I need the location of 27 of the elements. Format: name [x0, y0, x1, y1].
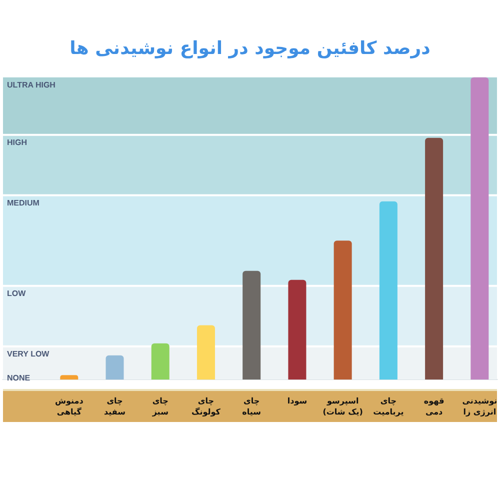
- band-label: VERY LOW: [7, 350, 50, 359]
- x-tick-label: دمنوش گیاهی: [54, 396, 84, 416]
- band-label: LOW: [7, 289, 26, 298]
- x-tick-label: چای کولونگ: [192, 396, 221, 416]
- band-label: ULTRA HIGH: [7, 80, 56, 90]
- bar: [334, 240, 352, 380]
- x-tick-label: چای یربامیت: [373, 396, 404, 416]
- x-tick-label: قهوه دمی: [424, 396, 444, 416]
- x-tick-label: چای سبز: [151, 396, 169, 416]
- chart-title: درصد کافئین موجود در انواع نوشیدنی ها: [68, 37, 432, 61]
- bar: [106, 355, 124, 380]
- x-tick-label: چای سفید: [104, 396, 126, 416]
- bar: [60, 375, 78, 380]
- bar: [288, 280, 306, 380]
- band-label: HIGH: [7, 138, 28, 148]
- x-tick-label: چای سیاه: [242, 396, 262, 416]
- bar: [470, 77, 489, 380]
- band-label: MEDIUM: [7, 198, 40, 208]
- bar: [379, 201, 398, 380]
- bar: [151, 343, 170, 380]
- bar: [242, 270, 261, 380]
- x-tick-label: سودا: [287, 396, 308, 406]
- x-tick-label: اسپرسو (یک شات): [322, 396, 363, 416]
- bar: [196, 325, 215, 380]
- band-label: NONE: [7, 374, 31, 383]
- x-tick-label: نوشیدنی انرژی زا: [462, 396, 498, 416]
- bar: [425, 138, 444, 380]
